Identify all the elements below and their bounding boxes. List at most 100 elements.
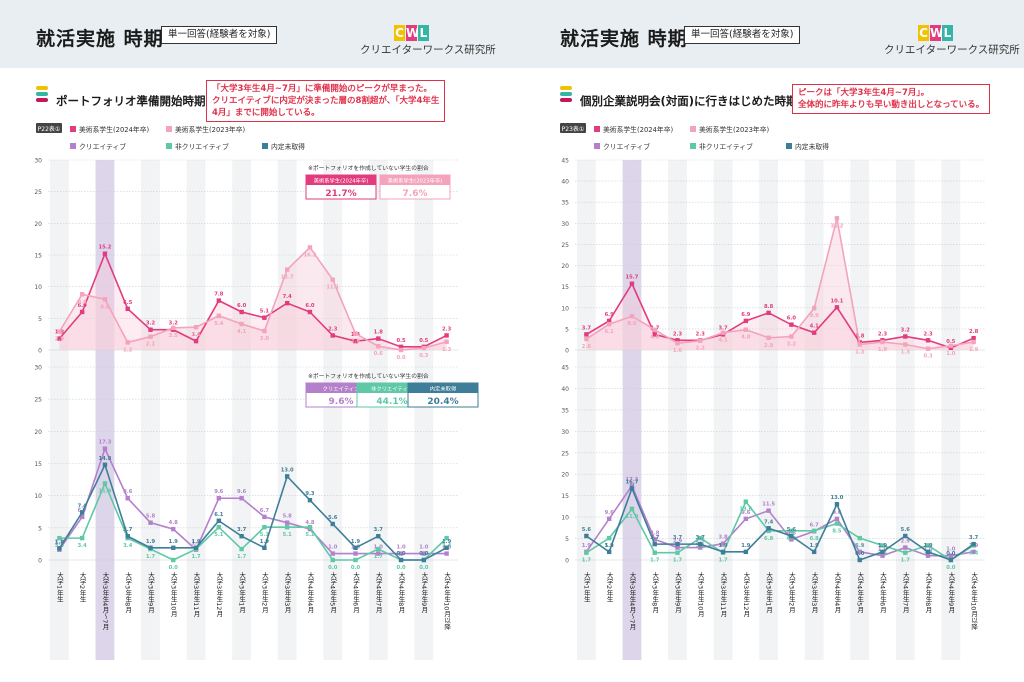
y-tick-label: 30 xyxy=(561,429,569,436)
data-label: 1.0 xyxy=(396,545,406,551)
data-point xyxy=(743,516,749,522)
y-tick-label: 5 xyxy=(38,525,42,532)
data-label: 3.0 xyxy=(260,336,270,342)
x-tick-label: 大学3年生11月 xyxy=(192,571,200,618)
data-point xyxy=(353,545,358,550)
y-tick-label: 5 xyxy=(565,536,569,543)
data-point xyxy=(789,533,794,539)
answer-type-tag-left: 単一回答(経験者を対象) xyxy=(161,26,278,44)
ref-badge-label: P23表① xyxy=(562,125,585,133)
data-point xyxy=(193,545,199,550)
data-point xyxy=(675,541,680,547)
y-tick-label: 0 xyxy=(38,348,42,355)
x-tick-label: 大学3年生12月 xyxy=(742,571,750,618)
data-label: 0.0 xyxy=(946,565,956,571)
data-label: 8.8 xyxy=(78,299,88,305)
badge-header xyxy=(408,383,478,393)
data-label: 13.6 xyxy=(739,507,752,513)
x-tick-label: 大学4年生8月 xyxy=(924,571,932,614)
data-point xyxy=(743,327,749,332)
data-point xyxy=(766,528,771,534)
data-label: 6.1 xyxy=(605,329,615,335)
page-title-left: 就活実施 時期 xyxy=(36,28,164,50)
data-point xyxy=(766,335,771,340)
data-point xyxy=(216,298,222,303)
data-label: 1.4 xyxy=(191,332,201,338)
x-tick-label: 大学3年生9月 xyxy=(147,571,155,614)
data-point xyxy=(834,516,840,522)
data-point xyxy=(421,557,427,563)
y-tick-label: 25 xyxy=(561,242,569,249)
legend-swatch xyxy=(70,126,76,132)
data-label: 5.1 xyxy=(283,532,293,538)
data-point xyxy=(789,322,794,327)
data-label: 0.0 xyxy=(855,551,865,557)
data-point xyxy=(148,327,153,332)
data-point xyxy=(193,338,199,344)
legend-label: 美術系学生(2023年卒) xyxy=(175,125,246,134)
data-label: 1.9 xyxy=(810,543,820,549)
data-label: 0.0 xyxy=(396,355,406,361)
page-title-right: 就活実施 時期 xyxy=(560,28,688,50)
data-point xyxy=(284,524,290,530)
legend-swatch xyxy=(690,126,696,132)
data-point xyxy=(79,292,85,297)
data-label: 1.3 xyxy=(901,350,911,356)
data-label: 5.4 xyxy=(214,321,224,327)
data-point xyxy=(698,541,703,547)
series-line xyxy=(585,500,975,561)
data-point xyxy=(903,550,908,555)
x-tick-label: 大学3年生2月 xyxy=(260,571,268,614)
data-point xyxy=(125,340,130,345)
data-label: 1.0 xyxy=(419,545,429,551)
series-line xyxy=(58,251,447,348)
data-label: 5.6 xyxy=(582,527,592,533)
data-point xyxy=(125,306,130,312)
y-tick-label: 30 xyxy=(561,221,569,228)
data-label: 1.9 xyxy=(191,539,201,545)
data-point xyxy=(629,281,635,286)
data-point xyxy=(353,557,358,563)
data-point xyxy=(307,524,313,530)
data-point xyxy=(834,216,840,221)
y-tick-label: 45 xyxy=(561,158,569,165)
data-point xyxy=(307,309,313,315)
legend-swatch xyxy=(786,143,792,149)
logo-text: クリエイターワークス研究所 xyxy=(360,44,496,56)
data-point xyxy=(834,502,840,507)
data-label: 1.7 xyxy=(650,558,660,564)
cwl-logo-mark: C WL xyxy=(394,22,432,41)
data-point xyxy=(880,543,885,548)
x-tick-label: 大学3年生4月〜7月 xyxy=(101,571,109,631)
data-label: 2.3 xyxy=(673,331,683,337)
data-point xyxy=(353,331,358,336)
data-label: 3.4 xyxy=(55,543,65,549)
data-label: 1.7 xyxy=(582,558,592,564)
data-label: 15.7 xyxy=(626,275,639,281)
data-label: 0.3 xyxy=(419,353,429,359)
section-marker-right xyxy=(560,86,572,108)
data-point xyxy=(171,526,176,532)
data-point xyxy=(216,524,222,530)
data-label: 0.5 xyxy=(396,338,406,344)
ref-badge xyxy=(560,123,586,133)
data-label: 2.3 xyxy=(878,331,888,337)
data-label: 2.9 xyxy=(673,539,683,545)
y-tick-label: 25 xyxy=(34,189,42,196)
area-2024 xyxy=(59,253,447,350)
data-point xyxy=(720,549,726,555)
logo-letter: W xyxy=(930,25,944,41)
badge-label: クリエイティブ xyxy=(323,385,360,393)
data-label: 0.0 xyxy=(396,565,406,571)
ref-badge-label: P22表① xyxy=(38,125,61,133)
data-label: 2.2 xyxy=(696,346,706,352)
data-point xyxy=(743,318,749,324)
data-label: 0.0 xyxy=(169,565,179,571)
area-2024 xyxy=(586,283,974,350)
section-marker-left xyxy=(36,86,48,108)
x-tick-label: 大学3年生10月 xyxy=(696,571,704,618)
data-label: 1.9 xyxy=(146,539,156,545)
data-point xyxy=(720,541,726,546)
data-point xyxy=(239,533,244,539)
x-tick-label: 大学4年生7月 xyxy=(374,571,382,614)
